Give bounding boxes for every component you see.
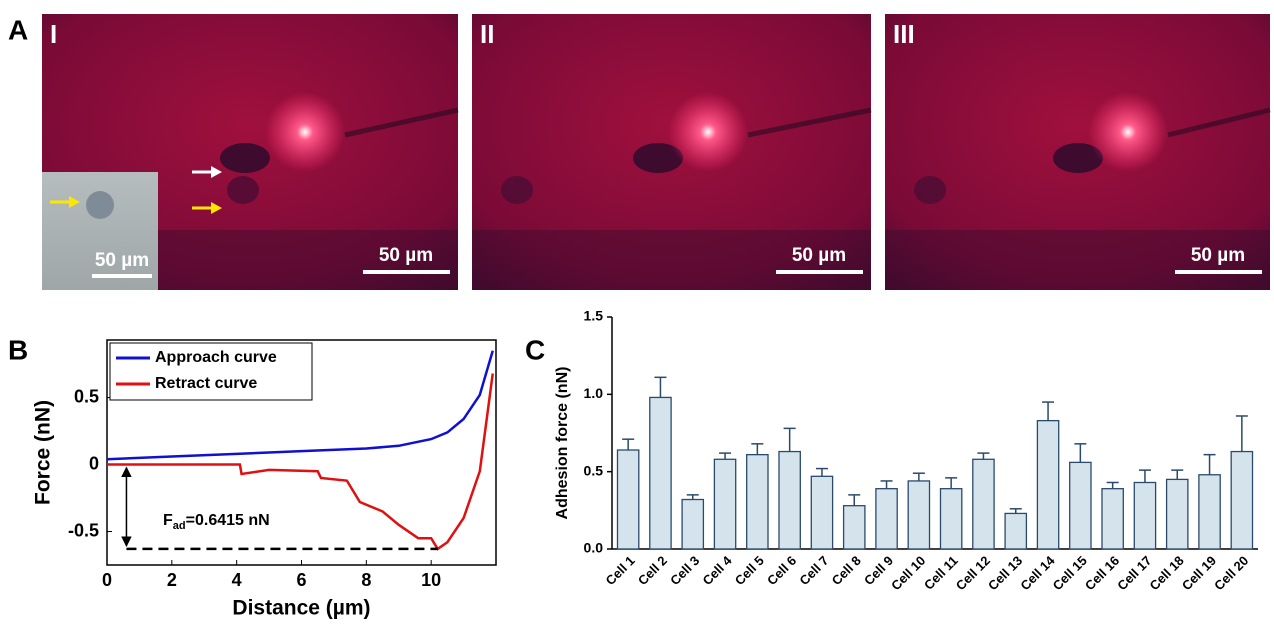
x-axis-label: Distance (µm) [232,597,370,620]
pipette [747,107,872,138]
laser-spot [668,92,748,172]
bar [1004,512,1028,550]
x-tick-label: Cell 12 [953,553,993,593]
x-tick-label: Cell 13 [985,553,1025,593]
laser-spot [1088,92,1168,172]
x-tick-label: Cell 17 [1114,553,1154,593]
x-tick-label: Cell 2 [635,553,670,588]
inset-cell [86,191,114,219]
x-tick-label: Cell 4 [699,552,735,588]
bar [810,475,834,550]
legend-label: Approach curve [155,349,277,366]
scale-bar-label: 50 µm [792,245,846,266]
cell [501,176,533,204]
bar [713,458,737,550]
bar [842,505,866,550]
cell [633,143,683,173]
x-tick-label: Cell 19 [1179,553,1219,593]
x-tick-label: Cell 11 [921,553,961,593]
bar [939,488,963,550]
x-tick-label: Cell 6 [764,553,799,588]
cell [227,176,259,204]
annotation: Fad=0.6415 nN [163,512,270,532]
panel-label: A [8,14,28,45]
annotation-main: F [163,512,173,529]
arrow-head [211,202,222,214]
x-tick-label: Cell 10 [888,553,928,593]
bar [1133,481,1157,550]
x-tick-label: 10 [421,570,441,590]
y-axis-label: Force (nN) [32,400,55,505]
bar [1069,461,1092,550]
panel-label: B [8,334,28,365]
y-tick-label: 0.0 [584,540,604,556]
image-label: I [50,19,57,49]
y-tick-label: 1.5 [584,308,604,324]
y-tick-label: -0.5 [68,520,99,540]
image-label: III [893,19,915,49]
arrow-head [211,166,222,178]
cell [1053,143,1103,173]
panel-label: C [525,334,545,365]
bar [1230,450,1254,550]
y-tick-label: 0.5 [584,462,604,478]
x-tick-label: Cell 1 [603,553,638,588]
data-line [107,373,494,551]
legend-label: Retract curve [155,375,257,392]
scale-bar-label: 50 µm [379,245,433,266]
arrow-head [69,196,80,208]
x-tick-label: Cell 5 [732,553,767,588]
x-tick-label: Cell 8 [829,553,864,588]
data-line [106,350,494,461]
y-tick-label: 1.0 [584,385,604,401]
x-tick-label: 4 [232,570,242,590]
shadow [885,230,1270,290]
x-tick-label: Cell 16 [1082,553,1122,593]
bar [875,488,898,550]
y-axis-label: Adhesion force (nN) [554,367,571,520]
inset [42,172,158,290]
scale-bar-label: 50 µm [1191,245,1245,266]
bar [1198,474,1221,550]
bar [746,454,769,550]
scale-bar-label: 50 µm [95,250,149,271]
image-label: II [480,19,494,49]
pipette [1167,107,1271,138]
bar [1036,419,1060,550]
x-tick-label: 8 [361,570,371,590]
x-tick-label: Cell 14 [1017,552,1058,593]
cell [220,143,270,173]
bar [649,396,672,550]
bar [1165,478,1189,550]
legend-box [109,342,313,401]
x-tick-label: Cell 18 [1147,553,1187,593]
x-tick-label: Cell 20 [1211,553,1251,593]
bar [1101,488,1124,550]
y-tick-label: 0 [89,453,99,473]
pipette [344,107,459,138]
bar [616,449,640,550]
x-tick-label: Cell 15 [1050,553,1090,593]
bar [681,498,705,550]
x-tick-label: Cell 7 [796,553,831,588]
x-tick-label: 6 [296,570,306,590]
bar [907,480,931,550]
cell [914,176,946,204]
laser-spot [265,92,345,172]
annotation-rest: =0.6415 nN [186,512,270,529]
x-tick-label: 2 [167,570,177,590]
shadow [472,230,871,290]
x-tick-label: 0 [102,570,112,590]
bar [778,450,801,550]
y-tick-label: 0.5 [74,386,99,406]
annotation-sub: ad [173,520,186,532]
bar [972,458,995,550]
x-tick-label: Cell 3 [667,553,702,588]
